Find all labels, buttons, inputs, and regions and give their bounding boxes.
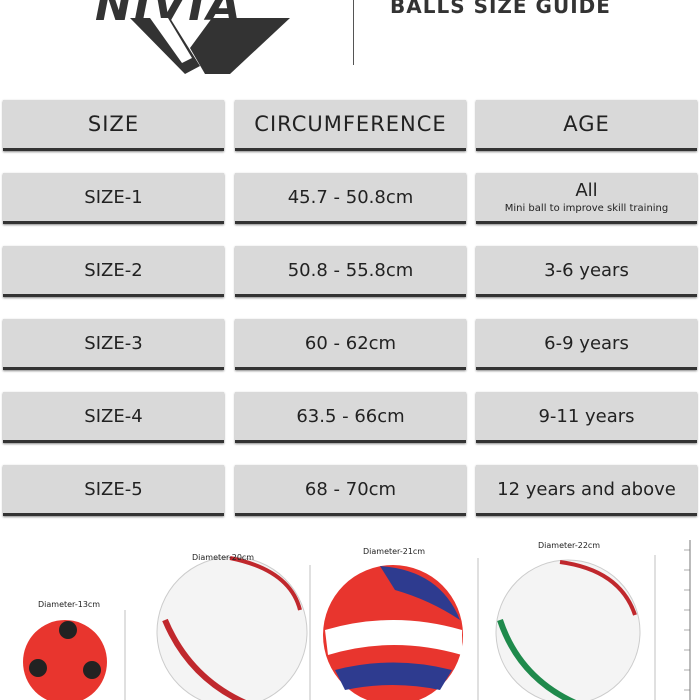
ball-label: Diameter-13cm <box>38 600 101 609</box>
balls-illustration <box>23 540 691 700</box>
cell-text: All <box>575 180 598 201</box>
table-cell: SIZE-3 <box>3 319 224 370</box>
cell-text: 50.8 - 55.8cm <box>287 259 414 281</box>
cell-text: 6-9 years <box>544 332 629 354</box>
table-cell: All Mini ball to improve skill training <box>476 173 697 224</box>
table-cell: SIZE-4 <box>3 392 224 443</box>
cell-text: 3-6 years <box>544 259 629 281</box>
cell-text: 12 years and above <box>497 478 676 500</box>
table-cell: 60 - 62cm <box>235 319 466 370</box>
ball-label: Diameter-21cm <box>363 547 426 556</box>
header-text: AGE <box>563 112 610 136</box>
header-text: SIZE <box>87 112 140 136</box>
ball-label: Diameter-20cm <box>192 553 255 562</box>
ball-label: Diameter-22cm <box>538 541 601 550</box>
cell-text: SIZE-5 <box>84 478 143 500</box>
header-text: CIRCUMFERENCE <box>254 112 447 136</box>
title: BALLS SIZE GUIDE <box>390 0 611 18</box>
table-cell: SIZE-1 <box>3 173 224 224</box>
table-cell: 6-9 years <box>476 319 697 370</box>
table-cell: 68 - 70cm <box>235 465 466 516</box>
table-cell: SIZE-2 <box>3 246 224 297</box>
table-cell: 9-11 years <box>476 392 697 443</box>
divider <box>353 0 354 65</box>
cell-text: SIZE-1 <box>84 186 143 208</box>
table-cell: 45.7 - 50.8cm <box>235 173 466 224</box>
cell-text: 63.5 - 66cm <box>296 405 405 427</box>
cell-text: 60 - 62cm <box>304 332 397 354</box>
cell-text: 45.7 - 50.8cm <box>287 186 414 208</box>
cell-note: Mini ball to improve skill training <box>504 203 669 214</box>
header-cell: CIRCUMFERENCE <box>235 100 466 151</box>
table-cell: 63.5 - 66cm <box>235 392 466 443</box>
header-cell: AGE <box>476 100 697 151</box>
cell-text: SIZE-3 <box>84 332 143 354</box>
header-cell: SIZE <box>3 100 224 151</box>
table-cell: 50.8 - 55.8cm <box>235 246 466 297</box>
logo-mark <box>130 18 290 74</box>
table-cell: SIZE-5 <box>3 465 224 516</box>
cell-text: 68 - 70cm <box>304 478 397 500</box>
table-cell: 12 years and above <box>476 465 697 516</box>
cell-text: SIZE-4 <box>84 405 143 427</box>
cell-text: 9-11 years <box>538 405 635 427</box>
cell-text: SIZE-2 <box>84 259 143 281</box>
table-cell: 3-6 years <box>476 246 697 297</box>
